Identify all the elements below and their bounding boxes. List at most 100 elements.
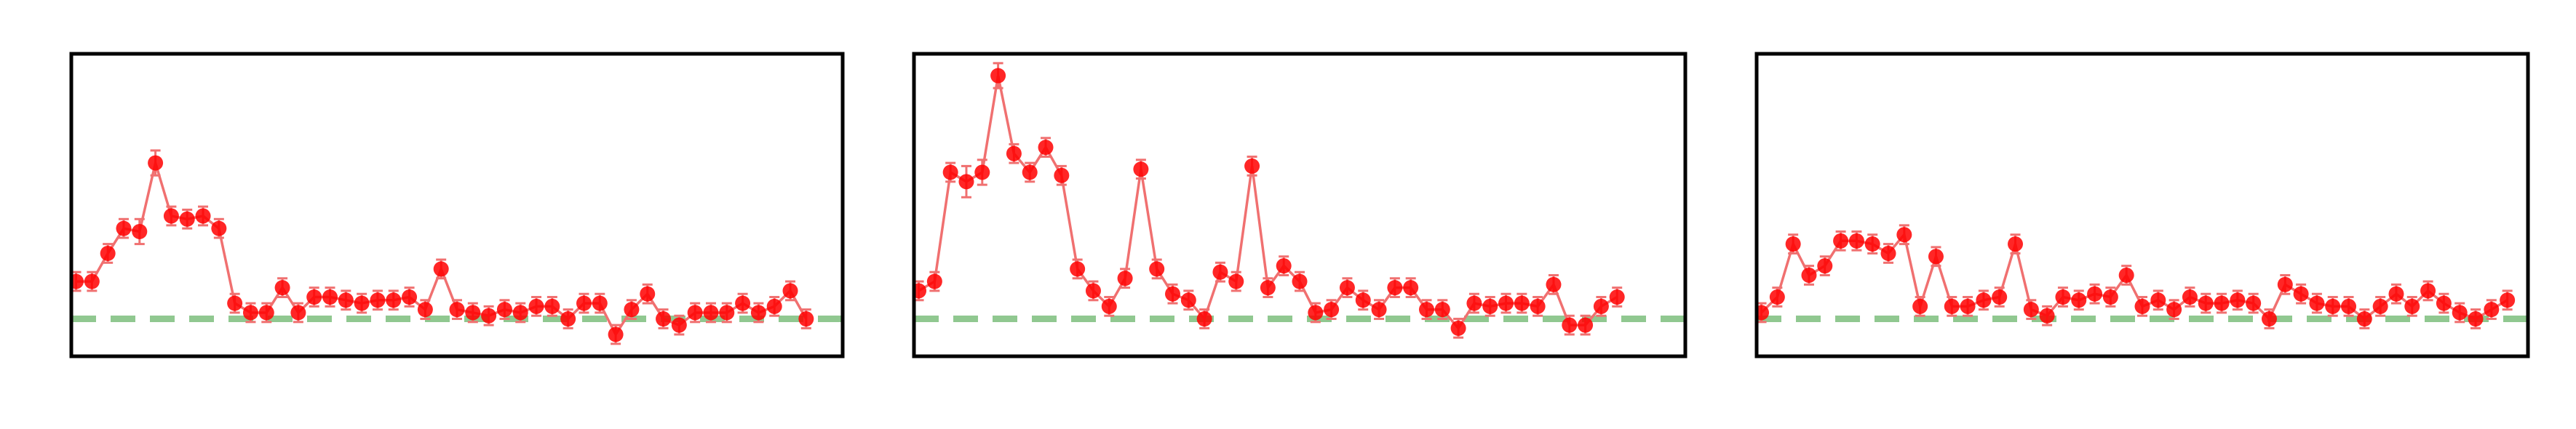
data-point <box>1450 320 1466 336</box>
data-point <box>1212 264 1228 280</box>
data-point <box>1276 258 1292 274</box>
data-point <box>1482 298 1498 314</box>
data-point <box>2277 276 2293 292</box>
data-point <box>481 308 497 324</box>
data-point <box>798 311 814 327</box>
data-point <box>338 292 354 308</box>
chart-panel-3 <box>1754 52 2530 358</box>
plot-area <box>914 62 1685 339</box>
data-point <box>433 261 449 277</box>
data-point <box>2500 292 2516 308</box>
data-point <box>766 298 782 314</box>
data-point <box>1339 280 1355 296</box>
data-point <box>1434 302 1450 318</box>
data-point <box>782 283 798 299</box>
data-point <box>2420 283 2436 299</box>
data-point <box>2198 295 2214 311</box>
data-point <box>1054 167 1070 183</box>
data-point <box>2356 311 2372 327</box>
data-point <box>100 245 116 261</box>
data-point <box>1578 317 1594 333</box>
data-point <box>496 302 512 318</box>
data-point <box>2008 236 2024 252</box>
data-point <box>1006 145 1022 161</box>
data-point <box>290 305 306 321</box>
data-point <box>1801 267 1817 283</box>
data-point <box>227 295 243 311</box>
data-point <box>211 220 227 236</box>
data-point <box>116 220 132 236</box>
data-point <box>1944 298 1960 314</box>
data-point <box>2436 295 2452 311</box>
data-point <box>2341 298 2357 314</box>
data-point <box>1928 249 1944 265</box>
data-point <box>576 295 592 311</box>
data-point <box>2388 286 2404 302</box>
data-point <box>163 208 179 224</box>
data-point <box>2087 286 2103 302</box>
data-point <box>242 305 258 321</box>
data-point <box>2134 298 2150 314</box>
plot-area <box>1757 224 2528 329</box>
data-point <box>2039 308 2055 324</box>
data-point <box>1960 298 1976 314</box>
data-point <box>2055 289 2071 305</box>
data-point <box>2071 292 2087 308</box>
data-point <box>2166 302 2182 318</box>
data-point <box>148 155 164 171</box>
data-point <box>258 305 274 321</box>
panel-frame <box>69 52 845 358</box>
data-point <box>1180 292 1196 308</box>
data-point <box>1355 292 1371 308</box>
data-point <box>2293 286 2309 302</box>
data-point <box>274 280 290 296</box>
data-point <box>914 283 927 299</box>
data-point <box>2309 295 2325 311</box>
data-point <box>958 174 974 190</box>
data-point <box>2261 311 2277 327</box>
data-point <box>2102 289 2118 305</box>
data-point <box>1769 289 1785 305</box>
data-point <box>2230 292 2246 308</box>
data-point <box>656 311 672 327</box>
data-point <box>1133 161 1149 177</box>
data-point <box>2246 295 2262 311</box>
data-point <box>1785 236 1801 252</box>
data-point <box>1757 305 1770 321</box>
data-point <box>386 292 402 308</box>
data-point <box>195 208 211 224</box>
data-point <box>1387 280 1403 296</box>
data-point <box>1070 261 1086 277</box>
data-point <box>417 302 433 318</box>
data-point <box>84 273 100 289</box>
data-point <box>560 311 576 327</box>
data-point <box>1817 258 1833 274</box>
data-point <box>1292 273 1308 289</box>
data-point <box>1976 292 1992 308</box>
data-point <box>1530 298 1546 314</box>
data-point <box>132 223 148 239</box>
data-point <box>449 302 465 318</box>
data-point <box>544 298 560 314</box>
data-point <box>1165 286 1181 302</box>
data-point <box>1546 276 1562 292</box>
data-point <box>2484 302 2500 318</box>
data-point <box>1196 311 1212 327</box>
data-point <box>2468 311 2484 327</box>
data-point <box>1498 295 1514 311</box>
data-point <box>750 305 766 321</box>
data-point <box>1833 233 1849 249</box>
data-point <box>179 211 195 227</box>
data-point <box>1149 261 1165 277</box>
data-point <box>974 164 990 180</box>
data-point <box>2404 298 2420 314</box>
data-point <box>1371 302 1387 318</box>
data-point <box>71 273 84 289</box>
data-point <box>624 302 640 318</box>
data-point <box>1466 295 1482 311</box>
data-point <box>2118 267 2134 283</box>
chart-panel-1 <box>69 52 845 358</box>
data-point <box>592 295 608 311</box>
data-point <box>1101 298 1117 314</box>
